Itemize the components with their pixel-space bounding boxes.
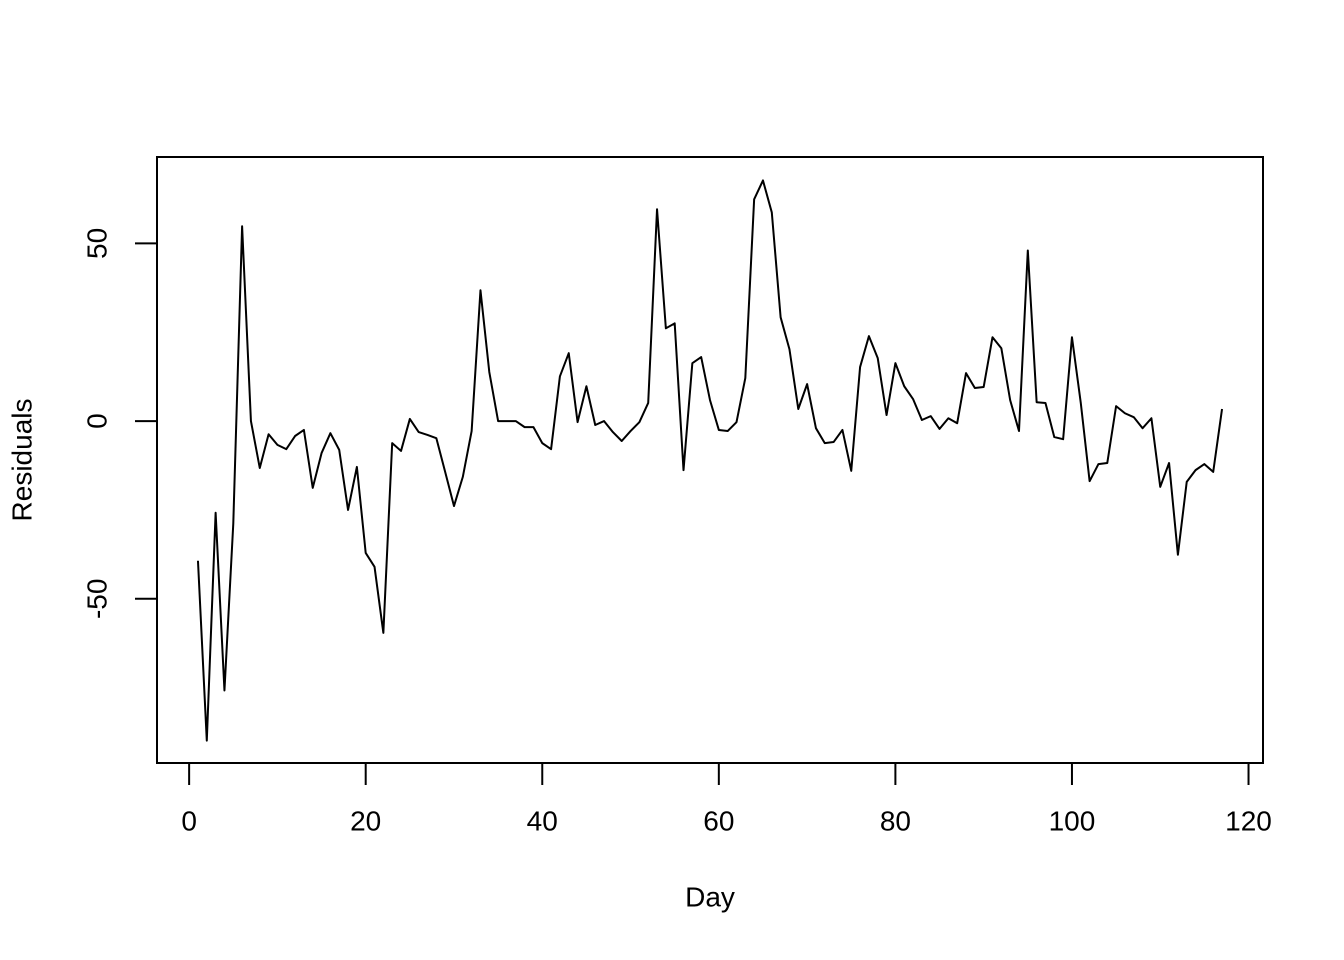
- x-tick-label: 0: [181, 805, 197, 836]
- y-axis-title: Residuals: [6, 399, 37, 522]
- x-tick-label: 20: [350, 805, 381, 836]
- y-tick-label: 50: [81, 228, 112, 259]
- x-tick-label: 120: [1225, 805, 1272, 836]
- y-tick-label: -50: [81, 579, 112, 619]
- y-tick-label: 0: [81, 413, 112, 429]
- x-tick-label: 100: [1049, 805, 1096, 836]
- x-tick-label: 40: [527, 805, 558, 836]
- x-tick-label: 80: [880, 805, 911, 836]
- x-tick-label: 60: [703, 805, 734, 836]
- plot-frame: [156, 156, 1264, 764]
- data-line: [196, 179, 1224, 742]
- x-axis-title: Day: [685, 881, 735, 912]
